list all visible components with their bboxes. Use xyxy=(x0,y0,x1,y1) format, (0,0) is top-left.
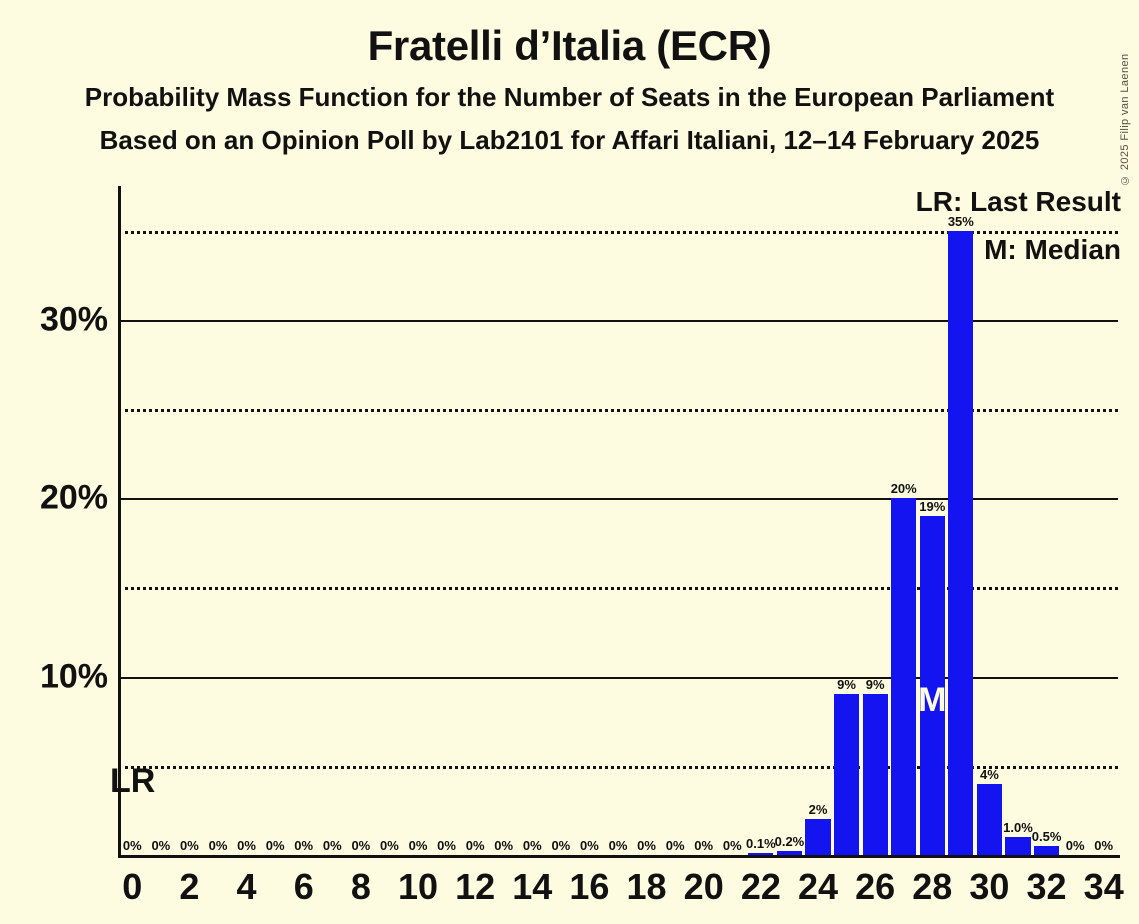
bar-value-label-seat-29: 35% xyxy=(947,213,974,229)
bar-value-label-seat-33: 0% xyxy=(1065,838,1085,853)
bar-seat-29 xyxy=(948,230,974,855)
bar-value-label-seat-5: 0% xyxy=(265,838,285,853)
page-title: Fratelli d’Italia (ECR) xyxy=(367,22,772,69)
bar-value-label-seat-4: 0% xyxy=(237,838,256,853)
bar-seat-30 xyxy=(976,783,1002,855)
x-axis-tick-label: 2 xyxy=(179,866,200,907)
x-axis-tick-label: 18 xyxy=(626,866,667,907)
bar-value-label-seat-11: 0% xyxy=(437,838,456,853)
y-axis-tick-label: 20% xyxy=(39,478,108,517)
x-axis-tick-label: 32 xyxy=(1026,866,1067,907)
bar-value-label-seat-32: 0.5% xyxy=(1031,829,1062,845)
gridline-minor xyxy=(118,765,1118,769)
x-axis-tick-label: 26 xyxy=(855,866,896,907)
legend-median: M: Median xyxy=(984,234,1121,265)
gridline-major xyxy=(118,498,1118,501)
gridline-minor xyxy=(118,409,1118,412)
gridline-minor xyxy=(118,587,1118,591)
bar-value-label-seat-31: 1.0% xyxy=(1003,820,1033,836)
copyright-notice: © 2025 Filip van Laenen xyxy=(1119,53,1131,186)
bar-value-label-seat-18: 0% xyxy=(637,838,656,853)
bar-value-label-seat-0: 0% xyxy=(122,838,142,853)
gridline-minor xyxy=(118,230,1118,234)
bar-value-label-seat-27: 20% xyxy=(890,481,917,497)
bar-value-label-seat-13: 0% xyxy=(494,838,514,853)
bar-seat-23 xyxy=(776,851,802,855)
bar-value-label-seat-12: 0% xyxy=(465,838,485,853)
x-axis-tick-label: 14 xyxy=(512,866,553,907)
bar-value-label-seat-25: 9% xyxy=(837,677,856,693)
bar-value-label-seat-20: 0% xyxy=(694,838,714,853)
bar-value-label-seat-1: 0% xyxy=(151,838,171,853)
chart-subtitle-primary: Probability Mass Function for the Number… xyxy=(84,82,1055,113)
x-axis-tick-label: 12 xyxy=(455,866,496,907)
x-axis-tick-label: 34 xyxy=(1083,866,1124,907)
bar-value-label-seat-9: 0% xyxy=(380,838,399,853)
x-axis-tick-label: 20 xyxy=(683,866,724,907)
x-axis-tick-label: 28 xyxy=(912,866,953,907)
x-axis-tick-label: 0 xyxy=(122,866,143,907)
bar-value-label-seat-22: 0.1% xyxy=(746,836,776,852)
bar-value-label-seat-14: 0% xyxy=(522,838,542,853)
bar-value-label-seat-10: 0% xyxy=(408,838,428,853)
bar-value-label-seat-30: 4% xyxy=(980,766,999,782)
plot-area: 0% 0% 0% 0% 0% 0% 0% 0% 0% 0% 0% 0% 0% 0% 0% 0% 0% 0% 0% 0%… xyxy=(110,186,1120,858)
bar-seat-22 xyxy=(748,853,774,855)
x-axis-line xyxy=(118,855,1120,858)
x-axis-tick-label: 30 xyxy=(969,866,1010,907)
y-axis-tick-label: 30% xyxy=(39,300,108,339)
median-marker: M xyxy=(918,680,947,719)
x-axis-tick-label: 8 xyxy=(350,866,371,907)
chart-subtitle-source: Based on an Opinion Poll by Lab2101 for … xyxy=(99,125,1040,156)
bar-value-label-seat-23: 0.2% xyxy=(774,834,805,850)
last-result-marker: LR xyxy=(110,761,156,800)
bar-seat-31 xyxy=(1005,837,1031,855)
bar-value-label-seat-24: 2% xyxy=(808,802,828,818)
y-axis-line xyxy=(118,186,121,858)
bar-seat-32 xyxy=(1034,846,1060,855)
bar-value-label-seat-6: 0% xyxy=(294,838,314,853)
bar-seat-28 xyxy=(919,516,945,855)
bar-value-label-seat-21: 0% xyxy=(722,838,742,853)
bar-value-label-seat-26: 9% xyxy=(865,677,885,693)
bar-seat-25 xyxy=(834,694,860,855)
bar-value-label-seat-3: 0% xyxy=(208,838,228,853)
header-block: Fratelli d’Italia (ECR) Probability Mass… xyxy=(0,0,1139,155)
gridline-major xyxy=(118,676,1118,679)
legend-last-result: LR: Last Result xyxy=(915,186,1121,217)
bar-value-label-seat-16: 0% xyxy=(580,838,599,853)
bar-value-label-seat-8: 0% xyxy=(351,838,371,853)
gridline-major xyxy=(118,319,1118,322)
bar-value-label-seat-15: 0% xyxy=(551,838,571,853)
bar-seat-24 xyxy=(805,819,831,855)
bar-value-label-seat-17: 0% xyxy=(608,838,628,853)
y-axis-tick-label: 10% xyxy=(39,657,108,696)
x-axis-tick-label: 10 xyxy=(397,866,439,907)
bar-value-label-seat-7: 0% xyxy=(322,838,342,853)
bar-seat-27 xyxy=(891,498,917,855)
x-axis-tick-label: 6 xyxy=(293,866,314,907)
bar-value-label-seat-2: 0% xyxy=(180,838,199,853)
x-axis-tick-label: 22 xyxy=(740,866,781,907)
bar-seat-26 xyxy=(862,694,888,855)
x-axis-tick-label: 4 xyxy=(236,866,257,907)
bar-value-label-seat-19: 0% xyxy=(665,838,685,853)
bar-value-label-seat-28: 19% xyxy=(919,499,946,515)
x-axis-tick-label: 16 xyxy=(569,866,610,907)
bar-value-label-seat-34: 0% xyxy=(1094,838,1114,853)
x-axis-tick-label: 24 xyxy=(797,866,839,907)
